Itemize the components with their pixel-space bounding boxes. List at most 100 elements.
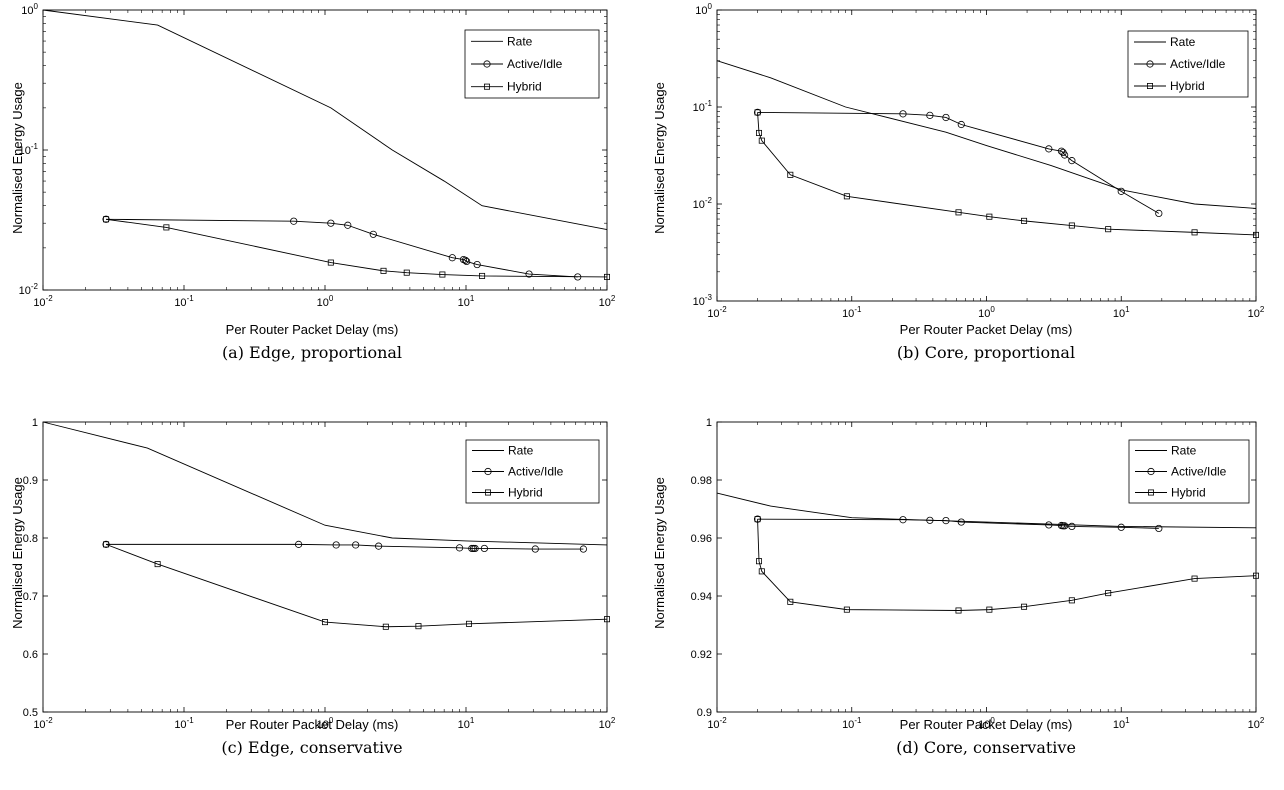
x-tick-label: 10-1 bbox=[842, 305, 862, 320]
data-point bbox=[754, 516, 761, 523]
chart-svg-a: Normalised Energy Usage Per Router Packe… bbox=[10, 2, 616, 362]
data-point bbox=[1068, 222, 1075, 229]
legend-label: Hybrid bbox=[507, 80, 542, 94]
data-point bbox=[1155, 209, 1163, 218]
legend-marker bbox=[484, 489, 491, 496]
legend: Rate Active/Idle Hybrid bbox=[465, 439, 600, 504]
series-hybrid bbox=[103, 216, 611, 280]
data-point bbox=[899, 110, 907, 118]
data-point bbox=[957, 120, 965, 129]
x-tick-label: 10-1 bbox=[842, 716, 862, 731]
y-tick-label: 1 bbox=[706, 417, 712, 429]
series-rate bbox=[716, 60, 1257, 209]
x-tick-label: 10-2 bbox=[707, 716, 727, 731]
series-line bbox=[757, 518, 1159, 529]
series-hybrid bbox=[754, 109, 1260, 238]
y-tick-label: 0.94 bbox=[691, 591, 712, 603]
series-line bbox=[716, 60, 1257, 209]
y-tick-label: 0.5 bbox=[23, 707, 38, 719]
data-point bbox=[787, 171, 794, 178]
series-hybrid bbox=[103, 541, 611, 630]
data-point bbox=[448, 254, 456, 262]
data-point bbox=[942, 517, 950, 525]
x-tick-label: 10-2 bbox=[33, 294, 53, 309]
chart-svg-b: Normalised Energy Usage Per Router Packe… bbox=[652, 2, 1265, 362]
chart-caption: (b) Core, proportional bbox=[897, 343, 1075, 362]
legend: Rate Active/Idle Hybrid bbox=[1128, 439, 1250, 504]
data-point bbox=[403, 269, 410, 276]
legend-label: Rate bbox=[1171, 444, 1197, 458]
data-point bbox=[1105, 226, 1112, 233]
data-point bbox=[463, 257, 471, 266]
data-point bbox=[103, 216, 110, 223]
series-active-idle bbox=[102, 540, 587, 553]
x-tick-label: 101 bbox=[1113, 305, 1130, 320]
y-tick-label: 0.9 bbox=[23, 475, 38, 487]
series-line bbox=[106, 218, 578, 278]
x-tick-label: 101 bbox=[458, 716, 475, 731]
data-point bbox=[327, 259, 334, 266]
data-point bbox=[479, 272, 486, 279]
data-point bbox=[1117, 187, 1125, 195]
legend: Rate Active/Idle Hybrid bbox=[1127, 30, 1249, 98]
data-point bbox=[1045, 521, 1053, 529]
y-tick-label: 10-1 bbox=[19, 142, 39, 157]
legend-marker bbox=[1147, 489, 1154, 496]
data-point bbox=[327, 219, 335, 227]
x-tick-label: 10-1 bbox=[174, 294, 194, 309]
y-tick-label: 10-1 bbox=[693, 99, 713, 114]
x-tick-label: 102 bbox=[599, 294, 616, 309]
data-point bbox=[986, 606, 993, 613]
y-tick-label: 1 bbox=[32, 417, 38, 429]
x-tick-label: 10-2 bbox=[33, 716, 53, 731]
data-point bbox=[382, 623, 389, 630]
data-point bbox=[163, 224, 170, 231]
data-point bbox=[756, 558, 763, 565]
series-rate bbox=[42, 421, 608, 546]
data-point bbox=[154, 561, 161, 568]
x-axis-label: Per Router Packet Delay (ms) bbox=[900, 717, 1073, 732]
x-tick-label: 10-1 bbox=[174, 716, 194, 731]
series-rate bbox=[42, 9, 608, 231]
data-point bbox=[103, 541, 110, 548]
data-point bbox=[455, 544, 464, 552]
legend-marker bbox=[1146, 60, 1154, 68]
legend-label: Hybrid bbox=[508, 486, 543, 500]
x-tick-label: 100 bbox=[317, 716, 334, 731]
series-line bbox=[42, 9, 608, 231]
y-tick-label: 0.92 bbox=[691, 649, 712, 661]
data-point bbox=[787, 598, 794, 605]
data-point bbox=[332, 541, 340, 549]
data-point bbox=[344, 221, 352, 229]
data-point bbox=[579, 545, 587, 553]
data-point bbox=[471, 544, 479, 553]
x-axis-label: Per Router Packet Delay (ms) bbox=[900, 322, 1073, 337]
data-point bbox=[380, 267, 387, 274]
chart-svg-d: Normalised Energy Usage Per Router Packe… bbox=[652, 417, 1265, 757]
legend-marker bbox=[1146, 83, 1153, 90]
legend-label: Rate bbox=[508, 444, 534, 458]
legend-label: Active/Idle bbox=[508, 465, 564, 479]
legend-label: Active/Idle bbox=[507, 57, 563, 71]
series-active-idle bbox=[102, 215, 582, 281]
chart-panel-b: Normalised Energy Usage Per Router Packe… bbox=[642, 0, 1284, 395]
data-point bbox=[843, 193, 850, 200]
data-point bbox=[439, 271, 446, 278]
data-point bbox=[758, 568, 765, 575]
y-axis-label: Normalised Energy Usage bbox=[10, 477, 25, 629]
series-line bbox=[105, 218, 608, 278]
chart-caption: (c) Edge, conservative bbox=[221, 738, 402, 757]
legend-label: Active/Idle bbox=[1170, 57, 1226, 71]
data-point bbox=[1021, 217, 1028, 224]
data-point bbox=[525, 270, 533, 278]
legend-marker bbox=[484, 467, 492, 476]
series-line bbox=[105, 543, 608, 628]
data-point bbox=[1191, 229, 1198, 236]
x-tick-label: 101 bbox=[1113, 716, 1130, 731]
x-axis-label: Per Router Packet Delay (ms) bbox=[226, 717, 399, 732]
data-point bbox=[465, 620, 472, 627]
data-point bbox=[461, 256, 469, 264]
data-point bbox=[756, 129, 763, 136]
data-point bbox=[290, 217, 298, 225]
y-tick-label: 0.9 bbox=[697, 707, 712, 719]
